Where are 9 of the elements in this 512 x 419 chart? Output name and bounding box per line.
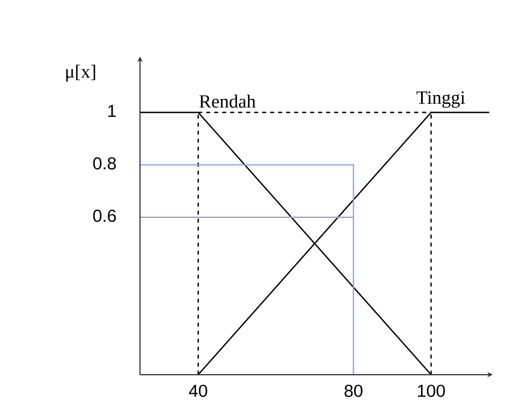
y-tick-label: 1 xyxy=(108,105,116,118)
y-tick-label: 0.6 xyxy=(93,210,116,222)
y-axis-title: μ[x] xyxy=(66,64,96,82)
series-label: Tinggi xyxy=(416,92,466,108)
y-tick-label: 0.8 xyxy=(93,157,116,170)
series-label: Rendah xyxy=(199,94,256,108)
x-tick-label: 40 xyxy=(188,384,208,398)
x-tick-label: 80 xyxy=(344,384,362,398)
x-tick-label: 100 xyxy=(418,384,445,398)
